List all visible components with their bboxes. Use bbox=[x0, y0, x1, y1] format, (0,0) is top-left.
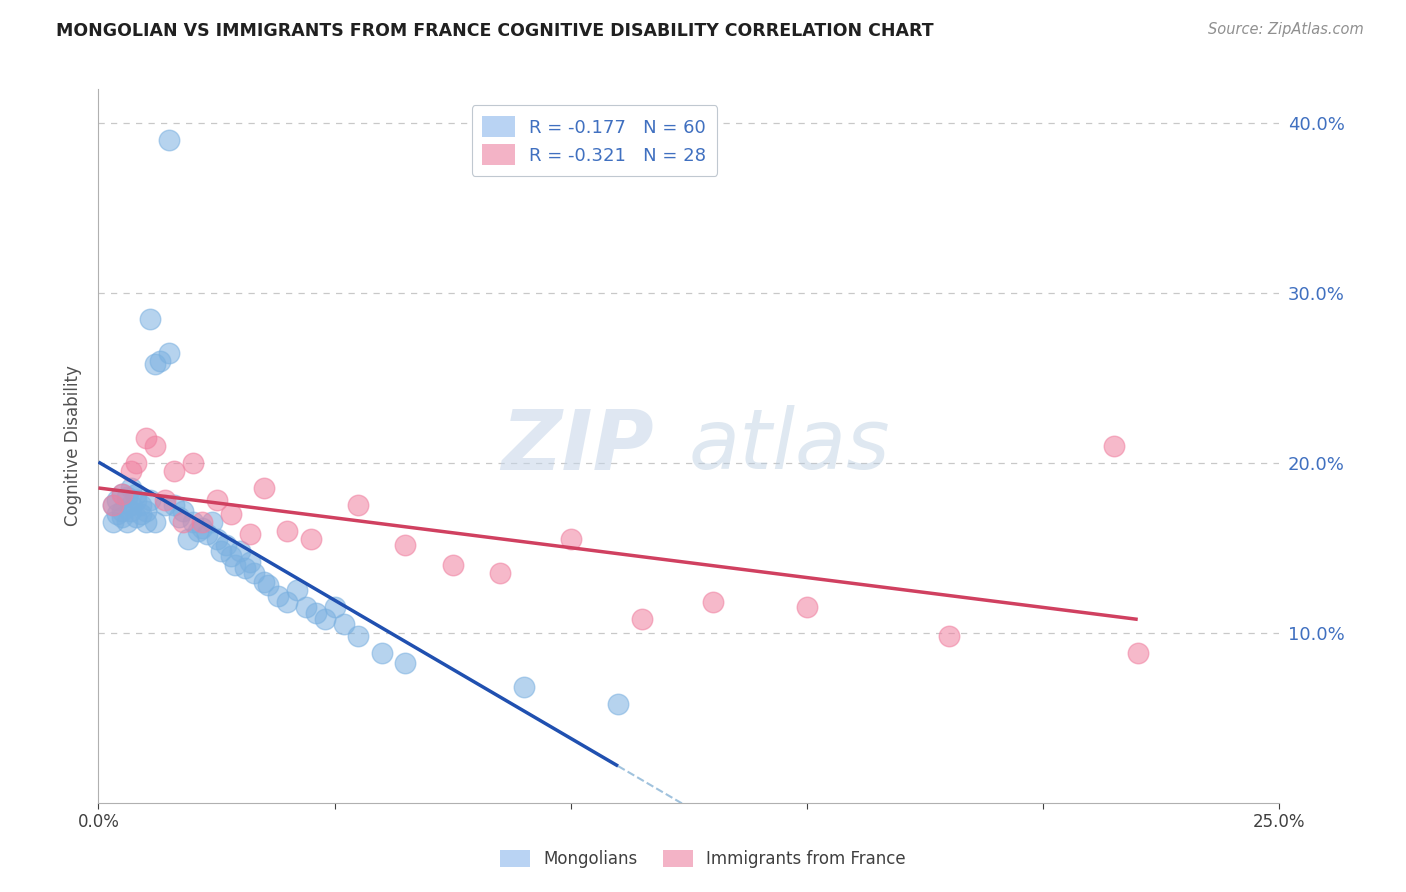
Point bbox=[796, 600, 818, 615]
Point bbox=[143, 439, 166, 453]
Point bbox=[129, 507, 152, 521]
Point bbox=[243, 566, 266, 581]
Point bbox=[105, 493, 128, 508]
Point bbox=[115, 516, 138, 530]
Text: atlas: atlas bbox=[689, 406, 890, 486]
Point bbox=[111, 486, 134, 500]
Point bbox=[371, 646, 394, 660]
Y-axis label: Cognitive Disability: Cognitive Disability bbox=[65, 366, 83, 526]
Text: Source: ZipAtlas.com: Source: ZipAtlas.com bbox=[1208, 22, 1364, 37]
Point bbox=[191, 516, 214, 530]
Point bbox=[253, 482, 276, 496]
Point bbox=[125, 510, 148, 524]
Point bbox=[201, 516, 224, 530]
Point bbox=[172, 503, 194, 517]
Point bbox=[276, 524, 298, 538]
Point bbox=[101, 499, 124, 513]
Point bbox=[115, 490, 138, 504]
Point bbox=[181, 516, 204, 530]
Point bbox=[111, 486, 134, 500]
Point bbox=[129, 499, 152, 513]
Point bbox=[441, 558, 464, 572]
Point bbox=[253, 574, 276, 589]
Point bbox=[177, 533, 200, 547]
Point bbox=[1102, 439, 1125, 453]
Point bbox=[195, 527, 218, 541]
Point bbox=[938, 629, 960, 643]
Point bbox=[187, 524, 209, 538]
Point bbox=[135, 503, 157, 517]
Point bbox=[489, 566, 512, 581]
Point bbox=[224, 558, 246, 572]
Point bbox=[305, 606, 328, 620]
Point bbox=[101, 499, 124, 513]
Point bbox=[121, 482, 143, 496]
Point bbox=[205, 533, 228, 547]
Point bbox=[314, 612, 336, 626]
Point bbox=[139, 311, 162, 326]
Point bbox=[560, 533, 582, 547]
Point bbox=[333, 617, 356, 632]
Point bbox=[215, 537, 238, 551]
Point bbox=[135, 430, 157, 444]
Point bbox=[285, 583, 308, 598]
Point bbox=[239, 527, 262, 541]
Point bbox=[181, 456, 204, 470]
Point bbox=[257, 578, 280, 592]
Point bbox=[149, 354, 172, 368]
Point bbox=[219, 549, 242, 564]
Point bbox=[702, 595, 724, 609]
Point bbox=[233, 561, 256, 575]
Point bbox=[101, 516, 124, 530]
Point bbox=[607, 698, 630, 712]
Point bbox=[157, 133, 180, 147]
Text: ZIP: ZIP bbox=[501, 406, 654, 486]
Point bbox=[219, 507, 242, 521]
Point bbox=[512, 680, 534, 694]
Point bbox=[630, 612, 652, 626]
Point bbox=[239, 555, 262, 569]
Point bbox=[323, 600, 346, 615]
Point bbox=[143, 516, 166, 530]
Point bbox=[111, 503, 134, 517]
Point bbox=[167, 510, 190, 524]
Point bbox=[347, 629, 370, 643]
Point bbox=[394, 657, 416, 671]
Point bbox=[191, 520, 214, 534]
Point bbox=[299, 533, 322, 547]
Point bbox=[139, 493, 162, 508]
Point bbox=[209, 544, 232, 558]
Legend: Mongolians, Immigrants from France: Mongolians, Immigrants from France bbox=[494, 843, 912, 875]
Point bbox=[172, 516, 194, 530]
Point bbox=[121, 499, 143, 513]
Point bbox=[157, 345, 180, 359]
Point bbox=[111, 510, 134, 524]
Point bbox=[163, 499, 186, 513]
Point bbox=[125, 486, 148, 500]
Point bbox=[125, 493, 148, 508]
Point bbox=[295, 600, 318, 615]
Point bbox=[105, 507, 128, 521]
Point bbox=[121, 465, 143, 479]
Point bbox=[153, 499, 176, 513]
Point bbox=[347, 499, 370, 513]
Point bbox=[163, 465, 186, 479]
Point bbox=[267, 589, 290, 603]
Point bbox=[125, 456, 148, 470]
Point bbox=[229, 544, 252, 558]
Point bbox=[135, 516, 157, 530]
Point bbox=[394, 537, 416, 551]
Text: MONGOLIAN VS IMMIGRANTS FROM FRANCE COGNITIVE DISABILITY CORRELATION CHART: MONGOLIAN VS IMMIGRANTS FROM FRANCE COGN… bbox=[56, 22, 934, 40]
Point bbox=[121, 503, 143, 517]
Point bbox=[153, 493, 176, 508]
Point bbox=[205, 493, 228, 508]
Point bbox=[276, 595, 298, 609]
Point bbox=[143, 358, 166, 372]
Point bbox=[1126, 646, 1149, 660]
Legend: R = -0.177   N = 60, R = -0.321   N = 28: R = -0.177 N = 60, R = -0.321 N = 28 bbox=[471, 105, 717, 176]
